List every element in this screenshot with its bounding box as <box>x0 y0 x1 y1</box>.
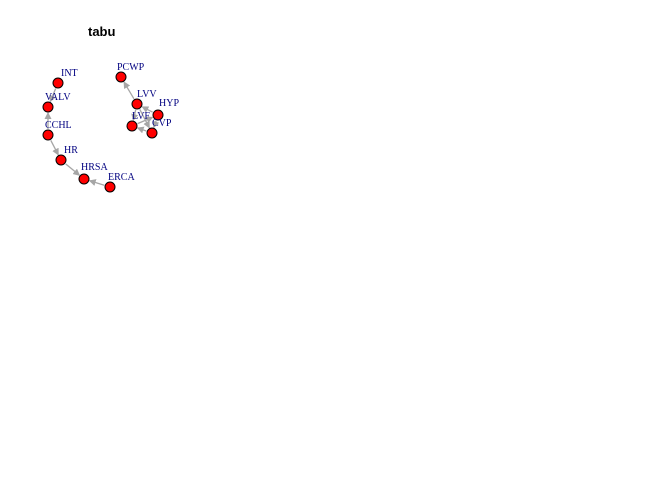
node-hr <box>55 154 67 166</box>
edge-lvv-lvf <box>131 109 139 122</box>
node-label-lvf: LVF <box>132 111 150 122</box>
node-hyp <box>152 109 164 121</box>
node-cchl <box>42 129 54 141</box>
node-cvp <box>146 127 158 139</box>
node-label-int: INT <box>61 68 78 79</box>
node-label-erca: ERCA <box>108 172 135 183</box>
node-label-cvp: CVP <box>152 118 172 129</box>
edge-hyp-cvp <box>152 120 160 129</box>
node-label-valv: VALV <box>45 92 71 103</box>
edge-lvv-pcwp <box>123 81 135 100</box>
node-lvv <box>131 98 143 110</box>
edge-hyp-lvv <box>141 106 153 113</box>
node-valv <box>42 101 54 113</box>
node-label-cchl: CCHL <box>45 120 72 131</box>
edge-lvf-hyp <box>137 116 154 125</box>
edge-cvp-lvf <box>136 126 147 134</box>
node-label-lvv: LVV <box>137 89 157 100</box>
edge-cchl-hr <box>50 140 59 156</box>
diagram-title: tabu <box>88 24 116 39</box>
nodes-layer <box>42 71 164 193</box>
edge-hr-hrsa <box>65 163 81 176</box>
node-erca <box>104 181 116 193</box>
node-label-pcwp: PCWP <box>117 62 145 73</box>
edge-lvv-cvp <box>139 109 150 129</box>
node-int <box>52 77 64 89</box>
edge-int-valv <box>49 88 57 103</box>
edges-layer <box>44 81 160 186</box>
edge-erca-hrsa <box>88 179 105 186</box>
node-pcwp <box>115 71 127 83</box>
node-lvf <box>126 120 138 132</box>
node-label-hr: HR <box>64 145 78 156</box>
node-hrsa <box>78 173 90 185</box>
node-label-hrsa: HRSA <box>81 162 108 173</box>
node-label-hyp: HYP <box>159 98 179 109</box>
